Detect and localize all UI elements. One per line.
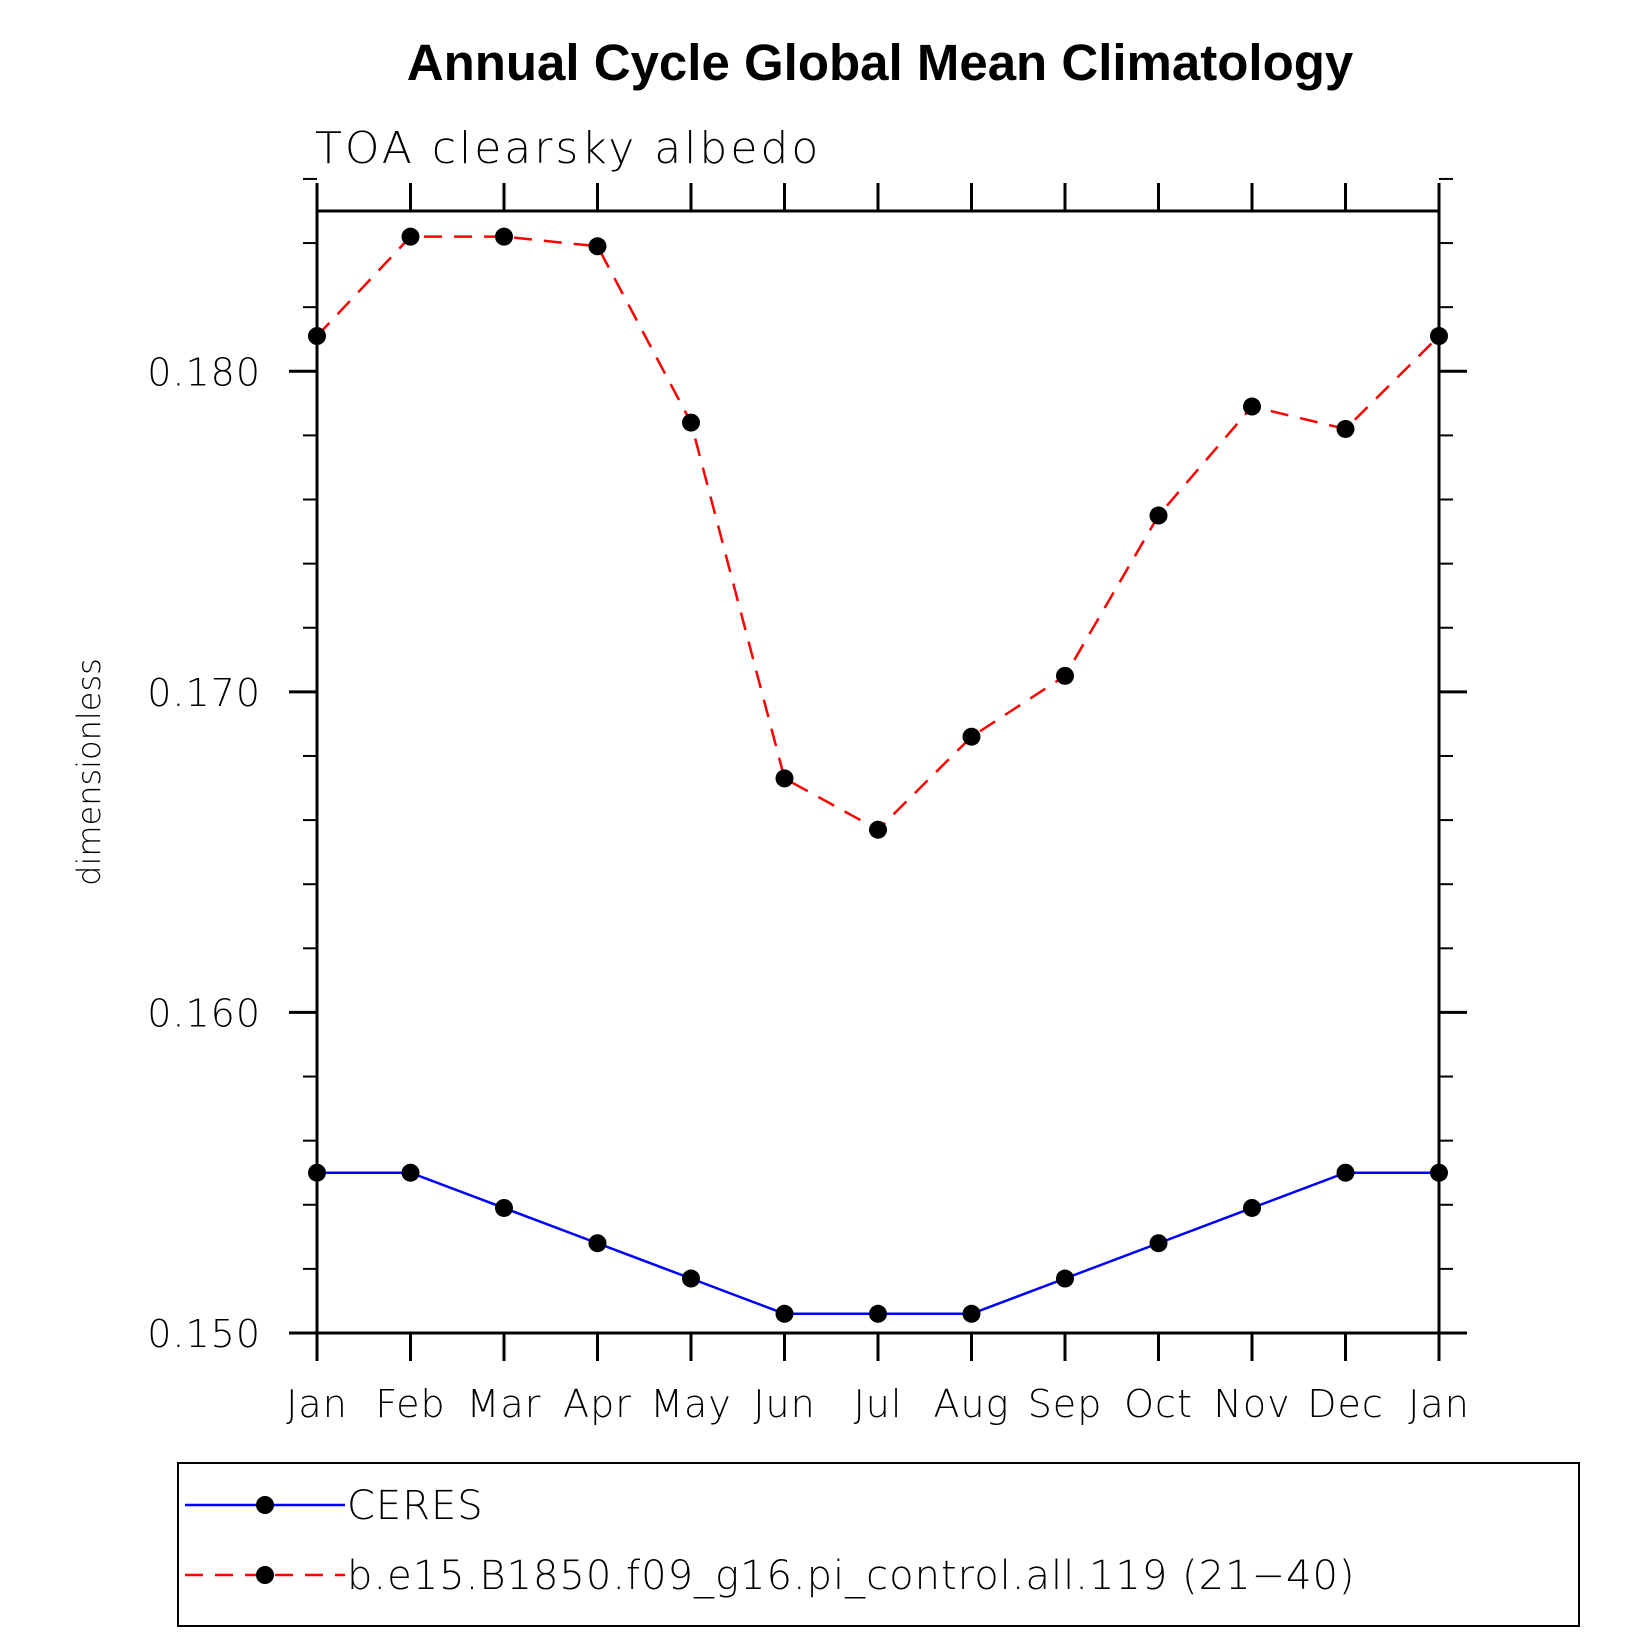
x-tick-label: Jul <box>854 1382 903 1426</box>
x-tick-label: Feb <box>375 1382 445 1426</box>
y-tick-label: 0.160 <box>147 991 261 1035</box>
x-tick-label: Jan <box>286 1382 348 1426</box>
data-point <box>962 727 981 746</box>
x-tick-label: May <box>650 1382 732 1426</box>
legend-box <box>177 1462 1580 1627</box>
plot-frame <box>315 209 1441 1335</box>
x-tick-label: Nov <box>1213 1382 1290 1426</box>
series-layer <box>308 227 1448 1323</box>
data-point <box>1056 666 1074 685</box>
y-tick-labels: 0.150 0.160 0.170 0.180 <box>147 350 261 1356</box>
y-tick-label: 0.170 <box>147 671 261 715</box>
data-point <box>869 1304 887 1323</box>
y-axis-label: dimensionless <box>70 658 108 886</box>
series-line-0 <box>317 1171 1439 1316</box>
data-point <box>495 1198 513 1217</box>
data-point <box>1056 1269 1074 1288</box>
x-tick-label: Oct <box>1124 1382 1193 1426</box>
data-point <box>588 1234 607 1253</box>
data-point <box>1430 327 1448 346</box>
y-tick-label: 0.150 <box>147 1312 261 1356</box>
data-point <box>962 1304 981 1323</box>
x-tick-labels: Jan Feb Mar Apr May Jun Jul Aug Sep Oct Nov Dec Jan <box>286 1382 1470 1426</box>
data-point <box>588 237 607 256</box>
data-point <box>1336 419 1355 438</box>
data-point <box>1149 506 1168 525</box>
x-tick-label: Sep <box>1028 1382 1103 1426</box>
data-point <box>1149 1234 1168 1253</box>
x-tick-label: Apr <box>563 1382 632 1426</box>
data-point <box>308 327 326 346</box>
data-point <box>1243 397 1261 416</box>
x-tick-label: Mar <box>467 1382 542 1426</box>
chart-subtitle: TOA clearsky albedo <box>315 123 821 174</box>
data-point <box>401 227 420 246</box>
data-point <box>775 1304 794 1323</box>
data-point <box>1430 1163 1448 1182</box>
legend-marker-0 <box>256 1496 274 1514</box>
legend-label-1: b.e15.B1850.f09_g16.pi_control.all.119 (… <box>347 1553 1356 1599</box>
x-tick-label: Jan <box>1408 1382 1470 1426</box>
series-line-1 <box>316 235 1440 832</box>
x-tick-label: Jun <box>753 1382 815 1426</box>
data-point <box>869 820 887 839</box>
y-tick-label: 0.180 <box>147 350 261 394</box>
data-point <box>308 1163 326 1182</box>
data-point <box>682 413 700 432</box>
legend-marker-1 <box>256 1566 274 1584</box>
axis-ticks <box>289 177 1467 1361</box>
data-point <box>401 1163 420 1182</box>
legend: CERES b.e15.B1850.f09_g16.pi_control.all.… <box>177 1462 1580 1627</box>
data-point <box>682 1269 700 1288</box>
chart-title: Annual Cycle Global Mean Climatology <box>407 34 1354 91</box>
legend-label-0: CERES <box>347 1483 484 1529</box>
data-point <box>775 769 794 788</box>
x-tick-label: Dec <box>1307 1382 1384 1426</box>
data-point <box>495 227 513 246</box>
data-point <box>1336 1163 1355 1182</box>
data-point <box>1243 1198 1261 1217</box>
x-tick-label: Aug <box>934 1382 1010 1426</box>
